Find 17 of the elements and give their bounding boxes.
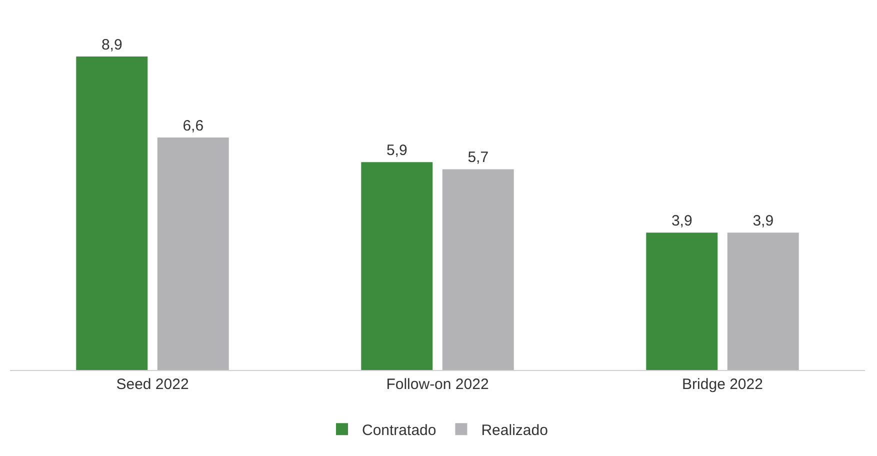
legend-label: Realizado [481,422,548,439]
bar [361,162,433,370]
x-tick-label: Seed 2022 [116,376,189,393]
bar [76,56,148,370]
bar [442,169,514,370]
data-label: 5,9 [386,142,408,160]
data-label: 3,9 [752,212,774,230]
bar [727,232,799,370]
data-label: 3,9 [671,212,692,230]
x-tick-label: Bridge 2022 [682,376,763,393]
legend-label: Contratado [362,422,436,439]
data-label: 5,7 [468,149,489,166]
data-label: 6,6 [182,118,204,135]
x-tick-label: Follow-on 2022 [386,376,489,393]
data-label: 8,9 [101,36,122,54]
bar [646,232,718,370]
bar [157,138,229,370]
